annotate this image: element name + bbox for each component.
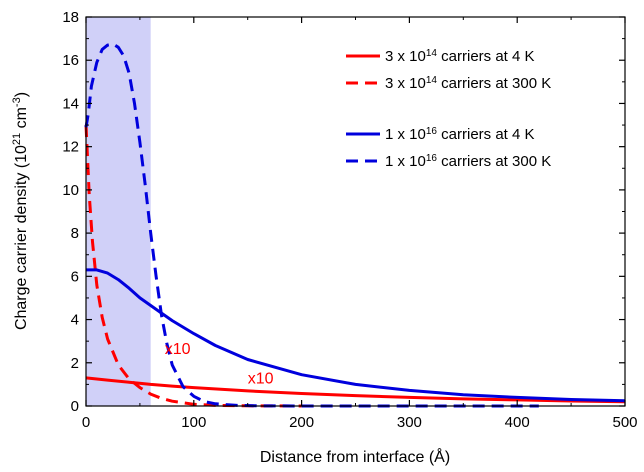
superscript: 21: [11, 133, 23, 145]
legend-label-4: 1 x 1016 carriers at 300 K: [385, 153, 551, 171]
shaded-region: [86, 17, 151, 406]
series-line-4: [84, 42, 539, 408]
label-part: carriers at 300 K: [437, 75, 551, 92]
y-tick-label: 2: [71, 355, 79, 372]
y-tick-label: 16: [62, 52, 79, 69]
superscript: 14: [426, 75, 438, 86]
legend: 3 x 1014 carriers at 4 K3 x 1014 carrier…: [346, 48, 551, 171]
label-part: cm: [13, 107, 30, 133]
annotation-2: x10: [248, 370, 274, 387]
label-part: ): [13, 92, 30, 97]
superscript: -3: [11, 97, 23, 107]
annotation-1: x10: [165, 341, 191, 358]
x-tick-label: 0: [82, 414, 90, 431]
y-tick-label: 14: [62, 95, 79, 112]
y-tick-label: 8: [71, 225, 79, 242]
superscript: 16: [426, 126, 438, 137]
legend-label-1: 3 x 1014 carriers at 4 K: [385, 48, 535, 66]
label-part: carriers at 300 K: [437, 153, 551, 170]
axes: 0 100 200 300 400 500 0 2 4 6 8 10 12 14 16 18: [62, 9, 637, 431]
label-part: 3 x 10: [385, 75, 426, 92]
legend-label-2: 3 x 1014 carriers at 300 K: [385, 75, 551, 93]
annotation-layer: x10 x10: [165, 341, 274, 387]
y-tick-label: 12: [62, 139, 79, 156]
y-tick-label: 18: [62, 9, 79, 26]
label-part: Charge carrier density (10: [13, 145, 30, 330]
x-tick-label: 100: [181, 414, 206, 431]
label-part: carriers at 4 K: [437, 48, 535, 65]
legend-label-3: 1 x 1016 carriers at 4 K: [385, 126, 535, 144]
y-axis-label: Charge carrier density (1021 cm-3): [11, 92, 30, 330]
y-tick-label: 6: [71, 268, 79, 285]
label-part: 1 x 10: [385, 126, 426, 143]
series-line-3: [86, 268, 626, 403]
label-part: 3 x 10: [385, 48, 426, 65]
x-tick-label: 400: [505, 414, 530, 431]
x-tick-label: 500: [612, 414, 637, 431]
label-part: 1 x 10: [385, 153, 426, 170]
x-tick-label: 200: [289, 414, 314, 431]
x-axis-label: Distance from interface (Å): [260, 447, 450, 466]
series-line-2: [84, 125, 302, 408]
label-part: carriers at 4 K: [437, 126, 535, 143]
plot-background: [86, 17, 151, 406]
superscript: 14: [426, 48, 438, 59]
y-tick-label: 0: [71, 398, 79, 415]
x-tick-label: 300: [397, 414, 422, 431]
y-tick-label: 10: [62, 182, 79, 199]
y-tick-label: 4: [71, 312, 79, 329]
superscript: 16: [426, 153, 438, 164]
